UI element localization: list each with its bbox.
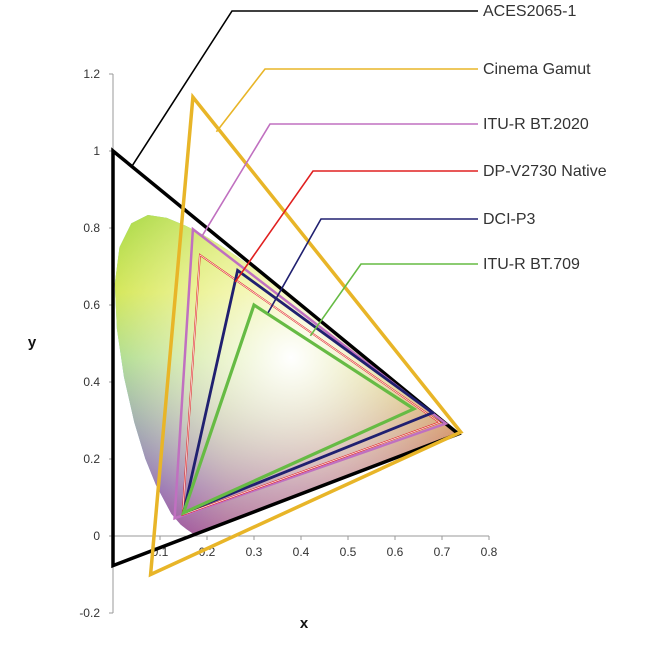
x-tick-label: 0.7 (434, 545, 451, 559)
y-tick-label: 0 (93, 529, 100, 543)
x-tick-label: 0.3 (246, 545, 263, 559)
legend-label: ACES2065-1 (483, 3, 576, 20)
legend-label: DCI-P3 (483, 211, 536, 228)
gamut-triangles (111, 92, 464, 578)
x-tick-label: 0.6 (387, 545, 404, 559)
y-tick-label: 0.4 (83, 375, 100, 389)
gamut-dp-v2730-native-inner (182, 254, 441, 516)
legend-label: ITU-R BT.709 (483, 256, 580, 273)
legend-label: Cinema Gamut (483, 61, 591, 78)
legend-leader-line (131, 10, 478, 167)
y-tick-label: -0.2 (79, 606, 100, 620)
y-tick-label: 1.2 (83, 67, 100, 81)
legend: ACES2065-1 Cinema Gamut ITU-R BT.2020 DP-V2… (131, 3, 607, 337)
gamut-itu-r-bt-709 (180, 302, 418, 516)
y-tick-label: 0.8 (83, 221, 100, 235)
legend-label: ITU-R BT.2020 (483, 116, 589, 133)
y-tick-label: 0.2 (83, 452, 100, 466)
x-axis-title: x (300, 615, 309, 632)
legend-leader-line (215, 68, 478, 133)
legend-leader-line (201, 123, 478, 237)
axes: -0.200.20.40.60.811.20.1 0.2 0.3 0.4 0.5 0.6 0… (79, 67, 497, 620)
gamut-aces2065-1 (111, 147, 462, 569)
gamut-dci-p3 (181, 268, 436, 516)
gamut-cinema-gamut (148, 92, 464, 578)
legend-leader-line (234, 170, 478, 283)
x-tick-label: 0.5 (340, 545, 357, 559)
y-tick-label: 0.6 (83, 298, 100, 312)
gamut-itu-r-bt-2020 (173, 226, 449, 521)
x-tick-label: 0.4 (293, 545, 310, 559)
legend-label: DP-V2730 Native (483, 163, 607, 180)
legend-leader-line (267, 218, 478, 314)
y-axis-title: y (28, 334, 37, 351)
legend-leader-line (309, 263, 478, 337)
x-tick-label: 0.8 (481, 545, 498, 559)
y-tick-label: 1 (93, 144, 100, 158)
